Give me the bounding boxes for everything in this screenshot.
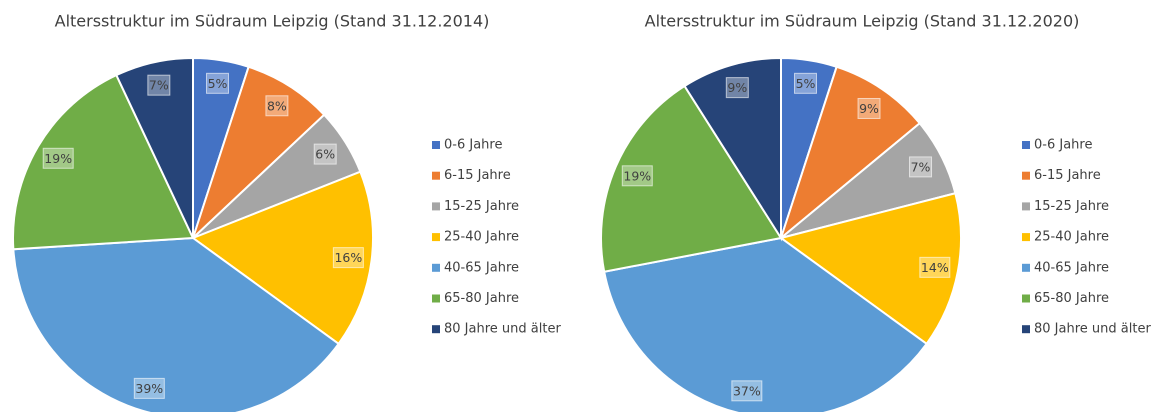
pie-slice xyxy=(603,236,929,412)
legend-label: 40-65 Jahre xyxy=(1034,260,1109,275)
legend-label: 0-6 Jahre xyxy=(1034,138,1092,153)
label-box xyxy=(919,256,951,278)
legend-swatch xyxy=(432,263,440,272)
legend-label: 15-25 Jahre xyxy=(444,199,519,214)
legend-swatch xyxy=(1022,141,1030,149)
legend-label: 0-6 Jahre xyxy=(444,138,502,153)
legend-label: 65-80 Jahre xyxy=(1034,291,1109,306)
chart-title: Altersstruktur im Südraum Leipzig (Stand… xyxy=(55,12,490,31)
label-box xyxy=(133,377,165,399)
label-box xyxy=(147,74,171,96)
legend-label: 80 Jahre und älter xyxy=(444,322,561,337)
data-label: 9% xyxy=(859,101,879,116)
legend-swatch xyxy=(1022,263,1030,272)
data-label: 16% xyxy=(334,250,362,265)
legend-label: 15-25 Jahre xyxy=(1034,199,1109,214)
data-label: 5% xyxy=(208,76,228,91)
data-label: 19% xyxy=(44,151,72,166)
pie-slice xyxy=(778,65,922,241)
data-label: 7% xyxy=(911,159,931,174)
legend-swatch xyxy=(432,171,440,180)
label-box xyxy=(909,156,933,178)
legend-swatch xyxy=(1022,325,1030,334)
data-label: 9% xyxy=(727,80,747,95)
label-box xyxy=(42,147,74,169)
pie-slice xyxy=(12,236,341,412)
label-box xyxy=(332,247,364,269)
legend-label: 6-15 Jahre xyxy=(444,168,511,183)
legend-swatch xyxy=(1022,233,1030,242)
legend-swatch xyxy=(1022,202,1030,211)
data-label: 8% xyxy=(267,98,287,113)
label-box xyxy=(621,165,653,187)
legend-label: 40-65 Jahre xyxy=(444,260,519,275)
legend-swatch xyxy=(1022,294,1030,303)
legend-swatch xyxy=(432,325,440,334)
pie-slice xyxy=(683,56,782,242)
pie-slice xyxy=(778,192,962,346)
legend-swatch xyxy=(432,294,440,303)
legend-swatch xyxy=(432,202,440,211)
data-label: 37% xyxy=(733,383,761,398)
label-box xyxy=(857,97,881,119)
data-label: 6% xyxy=(315,147,335,162)
data-label: 7% xyxy=(149,78,169,93)
data-label: 5% xyxy=(796,76,816,91)
pie-slice xyxy=(600,84,783,273)
label-box xyxy=(725,77,749,99)
legend-label: 80 Jahre und älter xyxy=(1034,322,1151,337)
data-label: 19% xyxy=(623,168,651,183)
legend-label: 6-15 Jahre xyxy=(1034,168,1101,183)
pie-slice xyxy=(12,73,195,251)
legend-swatch xyxy=(1022,171,1030,180)
legend-swatch xyxy=(432,141,440,149)
legend-label: 65-80 Jahre xyxy=(444,291,519,306)
label-box xyxy=(313,143,337,165)
label-box xyxy=(205,72,229,94)
pie-slice xyxy=(115,56,194,239)
label-box xyxy=(265,95,289,117)
legend-label: 25-40 Jahre xyxy=(1034,230,1109,245)
label-box xyxy=(731,380,763,402)
legend-label: 25-40 Jahre xyxy=(444,230,519,245)
legend-swatch xyxy=(432,233,440,242)
label-box xyxy=(793,72,817,94)
data-label: 14% xyxy=(921,260,949,275)
data-label: 39% xyxy=(135,381,163,396)
chart-title: Altersstruktur im Südraum Leipzig (Stand… xyxy=(645,12,1080,31)
pie-slice xyxy=(192,65,326,239)
pie-slice xyxy=(190,170,374,346)
